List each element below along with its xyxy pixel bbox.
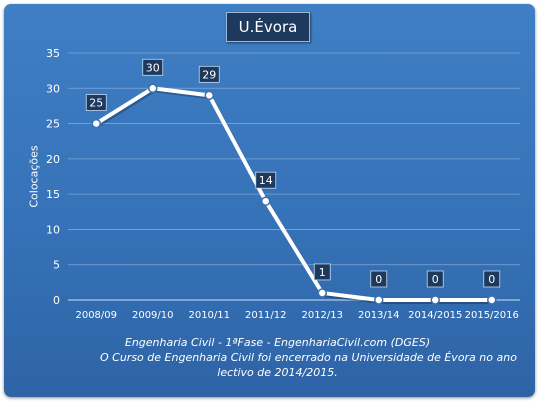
y-tick-label: 5	[53, 259, 60, 272]
data-label-box	[198, 65, 220, 83]
y-tick-label: 10	[46, 223, 60, 236]
x-tick-label: 2010/11	[188, 310, 230, 321]
x-tick-label: 2009/10	[132, 310, 174, 321]
y-tick-label: 15	[46, 188, 60, 201]
data-label: 0	[432, 273, 439, 286]
caption-line-3: lectivo de 2014/2015.	[217, 366, 338, 379]
x-tick-label: 2008/09	[75, 310, 117, 321]
data-label: 0	[375, 273, 382, 286]
y-tick-label: 35	[46, 47, 60, 60]
y-tick-label: 25	[46, 118, 60, 131]
series-line-shadow	[96, 88, 494, 304]
x-tick-label: 2013/14	[358, 310, 400, 321]
y-axis-label: Colocações	[27, 145, 41, 208]
data-label: 0	[488, 273, 495, 286]
data-label-box	[426, 270, 444, 288]
data-label: 1	[319, 266, 326, 279]
data-label-box	[370, 270, 388, 288]
data-label-box	[313, 263, 331, 281]
y-tick-label: 0	[53, 294, 60, 307]
caption-line-1: Engenharia Civil - 1ªFase - EngenhariaCi…	[124, 336, 431, 349]
data-label: 29	[202, 68, 216, 81]
data-point	[430, 295, 440, 305]
x-tick-label: 2015/2016	[465, 310, 519, 321]
data-point	[317, 288, 327, 298]
chart-title: U.Évora	[226, 12, 310, 42]
data-label: 25	[89, 97, 103, 110]
data-label-box	[255, 171, 277, 189]
series-line	[95, 86, 492, 302]
chart-caption: Engenharia Civil - 1ªFase - EngenhariaCi…	[100, 335, 517, 380]
data-label-box	[142, 58, 164, 76]
data-label: 14	[259, 174, 273, 187]
data-point	[487, 295, 497, 305]
data-point	[148, 83, 158, 94]
x-tick-label: 2011/12	[245, 310, 287, 321]
data-point	[374, 295, 384, 305]
data-label-box	[85, 94, 107, 111]
data-point	[91, 118, 101, 129]
caption-line-2: O Curso de Engenharia Civil foi encerrad…	[100, 351, 517, 364]
data-label: 30	[146, 61, 160, 74]
data-point	[261, 196, 271, 206]
x-tick-label: 2012/13	[301, 310, 343, 321]
y-tick-label: 30	[46, 82, 60, 95]
x-tick-label: 2014/2015	[408, 310, 462, 321]
y-tick-label: 20	[46, 153, 60, 166]
data-point	[204, 90, 214, 101]
data-label-box	[483, 270, 501, 288]
